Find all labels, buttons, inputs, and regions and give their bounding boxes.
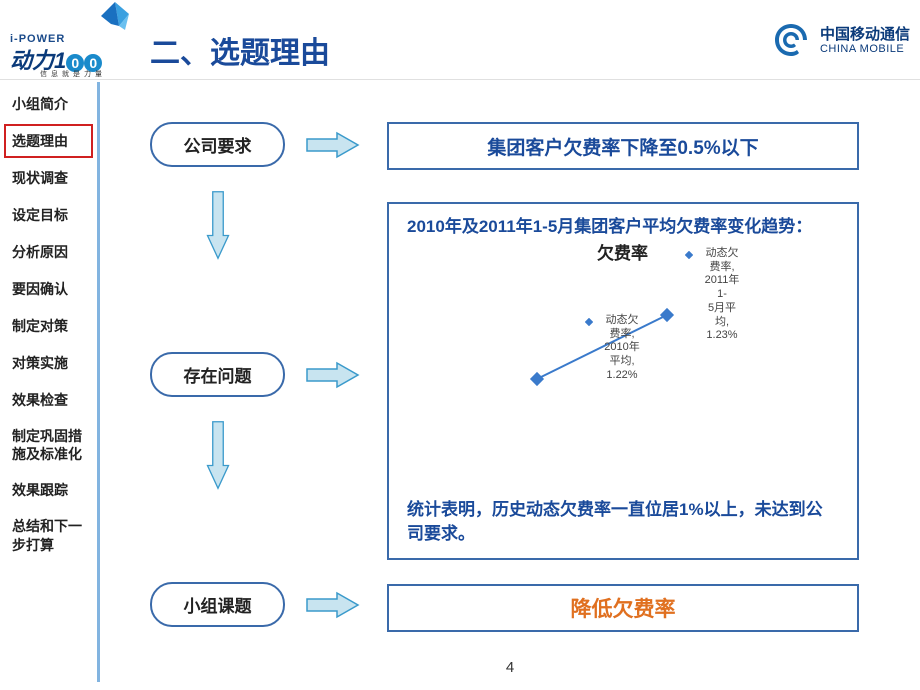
china-mobile-logo: 中国移动通信 CHINA MOBILE [770,20,910,62]
sidebar-item-6[interactable]: 制定对策 [4,309,93,343]
sidebar-item-9[interactable]: 制定巩固措施及标准化 [4,420,93,470]
sidebar-item-8[interactable]: 效果检查 [4,383,93,417]
chart-point-label-1: 动态欠 费率, 2011年 1- 5月平 均, 1.23% [687,247,757,343]
slide-title: 二、选题理由 [150,28,330,72]
nav-sidebar: 小组简介 选题理由 现状调查 设定目标 分析原因 要因确认 制定对策 对策实施 … [0,82,100,682]
chart-area: 欠费率 动态欠 费率, 2010年 平均, 1.22% 动态欠 费率, 2011… [407,239,839,498]
box-existing-problem: 2010年及2011年1-5月集团客户平均欠费率变化趋势： 欠费率 动态欠 费率… [387,202,859,560]
arrow-right-1 [305,130,360,160]
arrow-right-2 [305,360,360,390]
sidebar-item-5[interactable]: 要因确认 [4,272,93,306]
sidebar-item-2[interactable]: 现状调查 [4,161,93,195]
sidebar-item-10[interactable]: 效果跟踪 [4,473,93,507]
b2-summary: 统计表明，历史动态欠费率一直位居1%以上，未达到公司要求。 [407,498,839,546]
pill-company-requirement: 公司要求 [150,122,285,167]
chart-point-label-0: 动态欠 费率, 2010年 平均, 1.22% [587,314,657,383]
pill-team-topic: 小组课题 [150,582,285,627]
sidebar-item-11[interactable]: 总结和下一步打算 [4,510,93,560]
sidebar-item-3[interactable]: 设定目标 [4,198,93,232]
chart-legend-marker-0 [585,318,593,326]
sidebar-item-0[interactable]: 小组简介 [4,87,93,121]
chart-legend-marker [685,251,693,259]
arrow-down-2 [203,420,233,490]
logo-tagline: 信息就是力量 [40,69,106,79]
slide-body: 公司要求 存在问题 小组课题 集团客户欠费率下降至0.5%以下 2010年及20… [105,82,915,682]
crystal-icon [95,0,135,40]
box-team-topic: 降低欠费率 [387,584,859,632]
slide-header: i-POWER 动力100 信息就是力量 二、选题理由 中国移动通信 CHINA… [0,0,920,80]
b2-subtitle: 2010年及2011年1-5月集团客户平均欠费率变化趋势： [407,216,812,239]
sidebar-item-1[interactable]: 选题理由 [4,124,93,158]
pill-existing-problem: 存在问题 [150,352,285,397]
sidebar-item-7[interactable]: 对策实施 [4,346,93,380]
box-company-requirement: 集团客户欠费率下降至0.5%以下 [387,122,859,170]
ipower-logo: i-POWER 动力100 信息就是力量 [10,5,140,75]
arrow-right-3 [305,590,360,620]
arrow-down-1 [203,190,233,260]
page-number: 4 [105,659,915,676]
sidebar-item-4[interactable]: 分析原因 [4,235,93,269]
china-mobile-icon [770,20,812,62]
china-mobile-text: 中国移动通信 CHINA MOBILE [820,27,910,56]
